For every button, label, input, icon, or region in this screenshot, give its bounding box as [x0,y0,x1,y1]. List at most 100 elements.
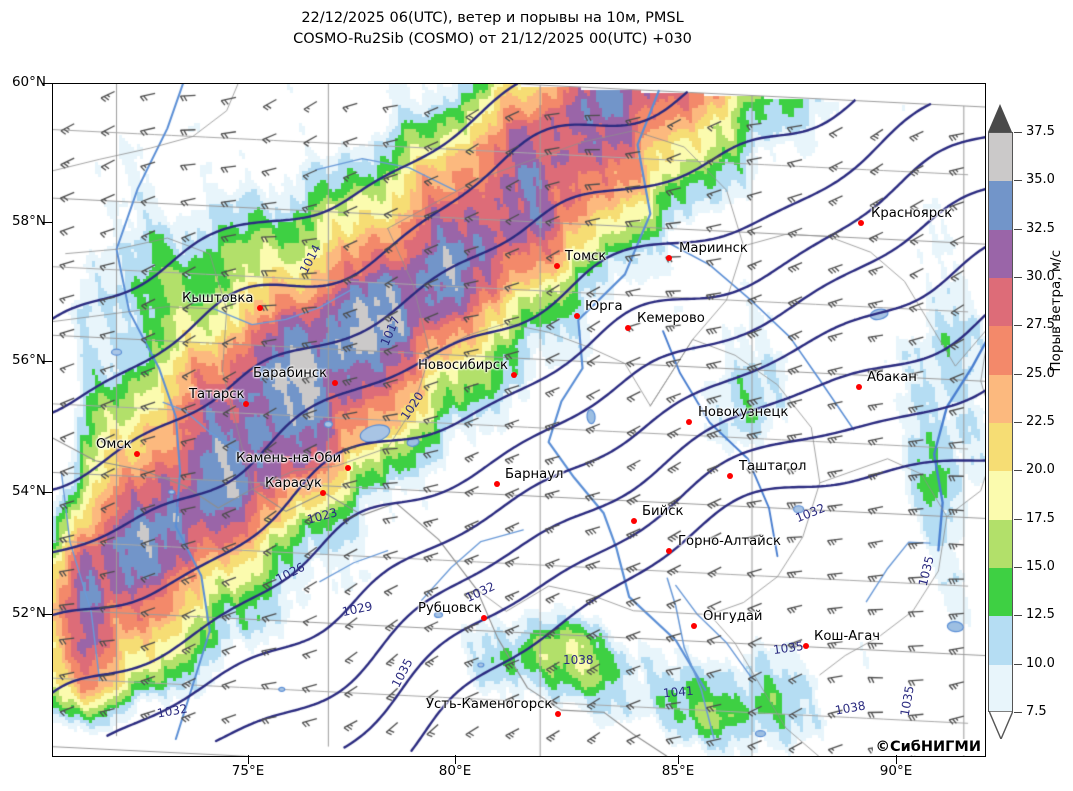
title-line-2: COSMO-Ru2Sib (COSMO) от 21/12/2025 00(UT… [293,31,692,47]
latitude-tick [42,222,52,223]
colorbar-tick-label: 27.5 [1026,317,1055,333]
city-label: Таштагол [739,459,807,474]
colorbar-tick [1014,567,1022,568]
city-dot-icon [574,313,580,319]
city-label: Новосибирск [418,358,508,373]
longitude-tick [896,755,897,764]
colorbar-tick-label: 25.0 [1026,365,1055,381]
city-label: Абакан [867,370,917,385]
colorbar-tick-label: 17.5 [1026,510,1055,526]
colorbar-band [989,664,1012,713]
colorbar-tick-label: 30.0 [1026,269,1055,284]
city-dot-icon [666,255,672,261]
city-dot-icon [727,473,733,479]
city-dot-icon [320,490,326,496]
city-dot-icon [243,401,249,407]
city-label: Татарск [189,387,245,402]
longitude-tick [455,755,456,764]
latitude-tick [42,614,52,615]
city-label: Омск [96,437,132,452]
city-label: Камень-на-Оби [236,451,342,466]
city-dot-icon [134,451,140,457]
colorbar-over-arrow [988,104,1012,132]
city-label: Новокузнецк [698,405,789,420]
colorbar-tick-label: 35.0 [1026,172,1055,188]
city-label: Бийск [642,504,684,519]
colorbar-tick [1014,422,1022,423]
city-dot-icon [691,623,697,629]
latitude-label: 54°N [11,483,46,499]
longitude-tick [678,755,679,764]
city-dot-icon [625,325,631,331]
latitude-label: 58°N [11,213,46,229]
city-dot-icon [345,465,351,471]
colorbar-tick-label: 12.5 [1026,607,1055,623]
page-title: 22/12/2025 06(UTC), ветер и порывы на 10… [0,8,985,50]
city-label: Барабинск [253,366,328,381]
city-label: Мариинск [679,241,748,256]
colorbar-tick [1014,132,1022,133]
colorbar-tick-label: 15.0 [1026,559,1055,574]
colorbar-tick-label: 22.5 [1026,414,1055,429]
colorbar-tick [1014,663,1022,665]
colorbar-tick [1014,180,1022,182]
colorbar-band [989,422,1012,472]
latitude-tick [42,492,52,493]
colorbar-band [989,374,1012,423]
colorbar-band [989,616,1012,665]
city-label: Кемерово [637,311,705,326]
city-dot-icon [494,481,500,487]
city-dot-icon [257,305,263,311]
latitude-label: 52°N [11,605,46,621]
map-plot-area[interactable]: Красноярск Томск Мариинск Кыштовка Юрга Кемер… [52,83,986,757]
colorbar-band [989,326,1012,375]
city-label: Красноярск [871,206,953,221]
city-dot-icon [856,384,862,390]
latitude-label: 56°N [11,352,46,368]
colorbar-tick [1014,712,1022,713]
city-dot-icon [481,615,487,621]
colorbar-band [989,519,1012,568]
colorbar-tick-label: 7.5 [1026,704,1047,719]
city-label: Усть-Каменогорск [426,697,553,712]
city-label: Юрга [585,299,623,314]
colorbar-tick [1014,325,1022,327]
colorbar-tick [1014,373,1022,375]
colorbar-gradient [988,132,1013,713]
isobar-label: 1038 [563,653,594,667]
city-label: Горно-Алтайск [678,534,781,549]
longitude-label: 80°E [438,763,472,779]
colorbar-tick [1014,518,1022,520]
city-dot-icon [554,263,560,269]
city-dot-icon [555,711,561,717]
colorbar-band [989,471,1012,520]
colorbar-band [989,181,1012,230]
longitude-label: 85°E [661,763,695,779]
colorbar-band [989,229,1012,278]
colorbar-tick-label: 10.0 [1026,655,1055,671]
city-label: Рубцовск [418,601,482,616]
longitude-tick [248,755,249,764]
city-label: Онгудай [703,609,763,624]
copyright-watermark: ©СибНИГМИ [873,739,983,755]
city-dot-icon [332,380,338,386]
city-dot-icon [803,643,809,649]
isobar-label: 1041 [662,683,695,701]
latitude-label: 60°N [11,74,46,90]
city-dot-icon [686,419,692,425]
colorbar-tick [1014,277,1022,278]
city-dot-icon [511,372,517,378]
longitude-label: 75°E [231,763,265,779]
colorbar-tick [1014,470,1022,472]
city-label: Кош-Агач [814,629,881,644]
colorbar-tick [1014,615,1022,617]
longitude-label: 90°E [879,763,913,779]
colorbar-tick-label: 37.5 [1026,124,1055,139]
title-line-1: 22/12/2025 06(UTC), ветер и порывы на 10… [301,10,684,26]
colorbar-band [989,277,1012,327]
city-dot-icon [631,518,637,524]
city-label: Кыштовка [182,291,254,306]
city-dot-icon [858,220,864,226]
colorbar-title: Порыв ветра, м/с [1048,250,1064,372]
colorbar-band [989,567,1012,617]
